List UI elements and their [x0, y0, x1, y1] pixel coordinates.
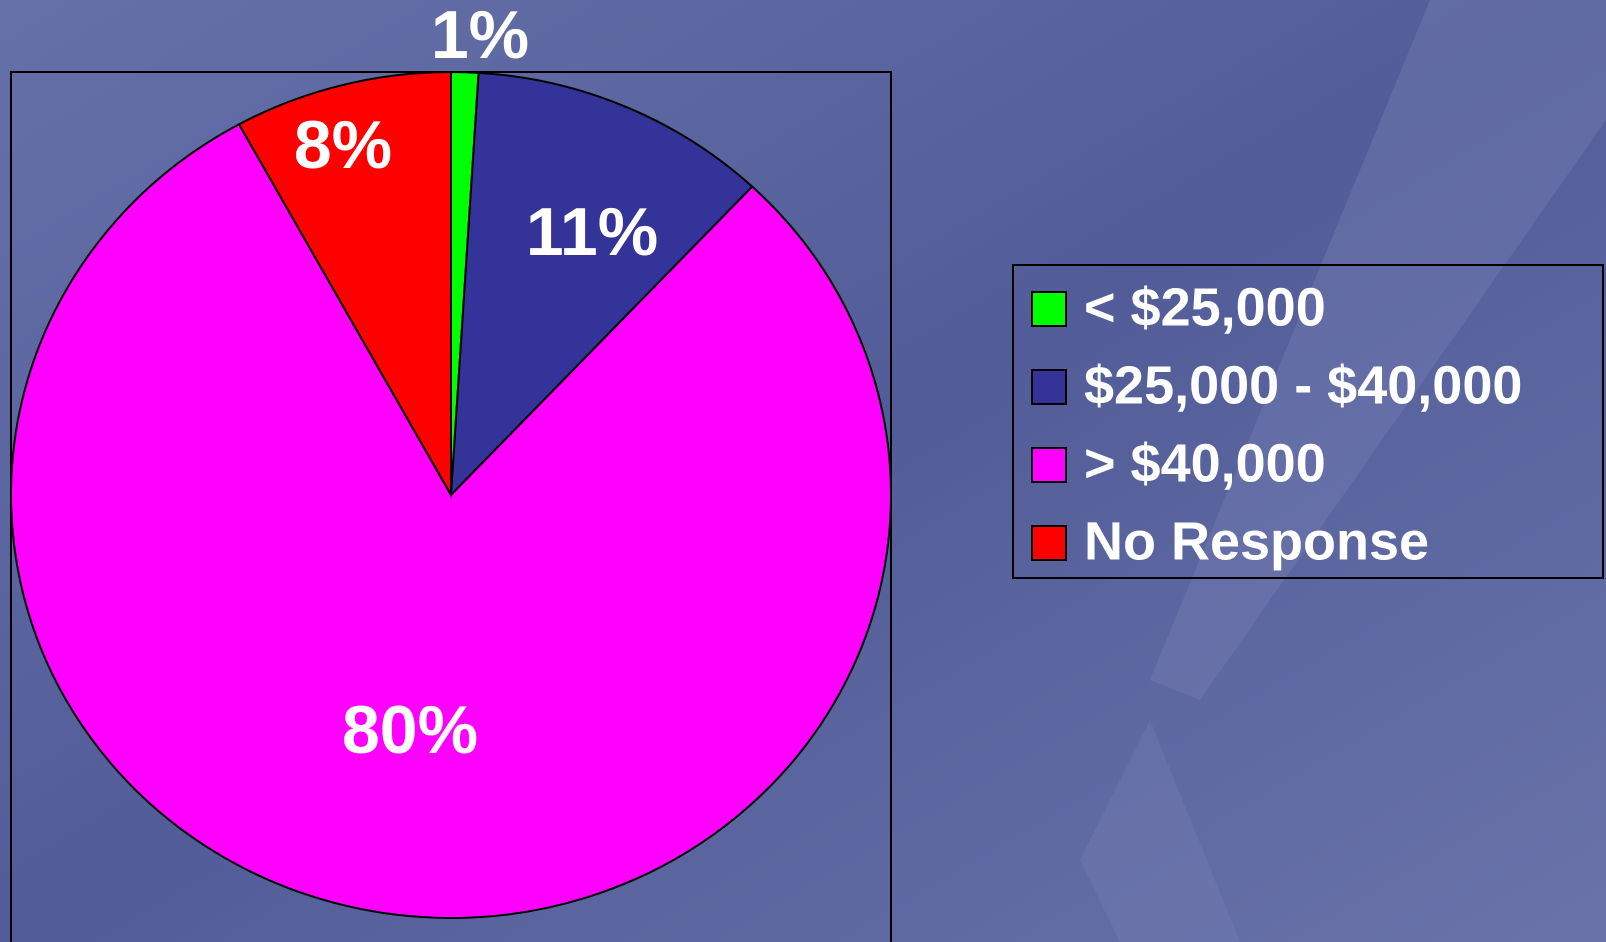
legend-swatch: [1031, 291, 1067, 327]
background-decoration: [1150, 0, 1606, 700]
data-label: 8%: [294, 107, 392, 183]
data-label: 80%: [342, 692, 478, 768]
legend-label: No Response: [1084, 511, 1429, 571]
legend-swatch: [1031, 369, 1067, 405]
legend-label: > $40,000: [1084, 433, 1326, 493]
legend-swatch: [1031, 447, 1067, 483]
pie-slice: [449, 71, 754, 498]
data-label: 1%: [431, 0, 529, 73]
legend-swatch: [1031, 525, 1067, 561]
pie-slice: [10, 122, 892, 919]
data-label: 11%: [526, 194, 658, 270]
legend-label: $25,000 - $40,000: [1084, 355, 1522, 415]
pie-slice: [237, 70, 452, 499]
background-decoration: [1080, 720, 1240, 942]
legend-label: < $25,000: [1084, 277, 1326, 337]
legend-frame: [1012, 264, 1604, 579]
